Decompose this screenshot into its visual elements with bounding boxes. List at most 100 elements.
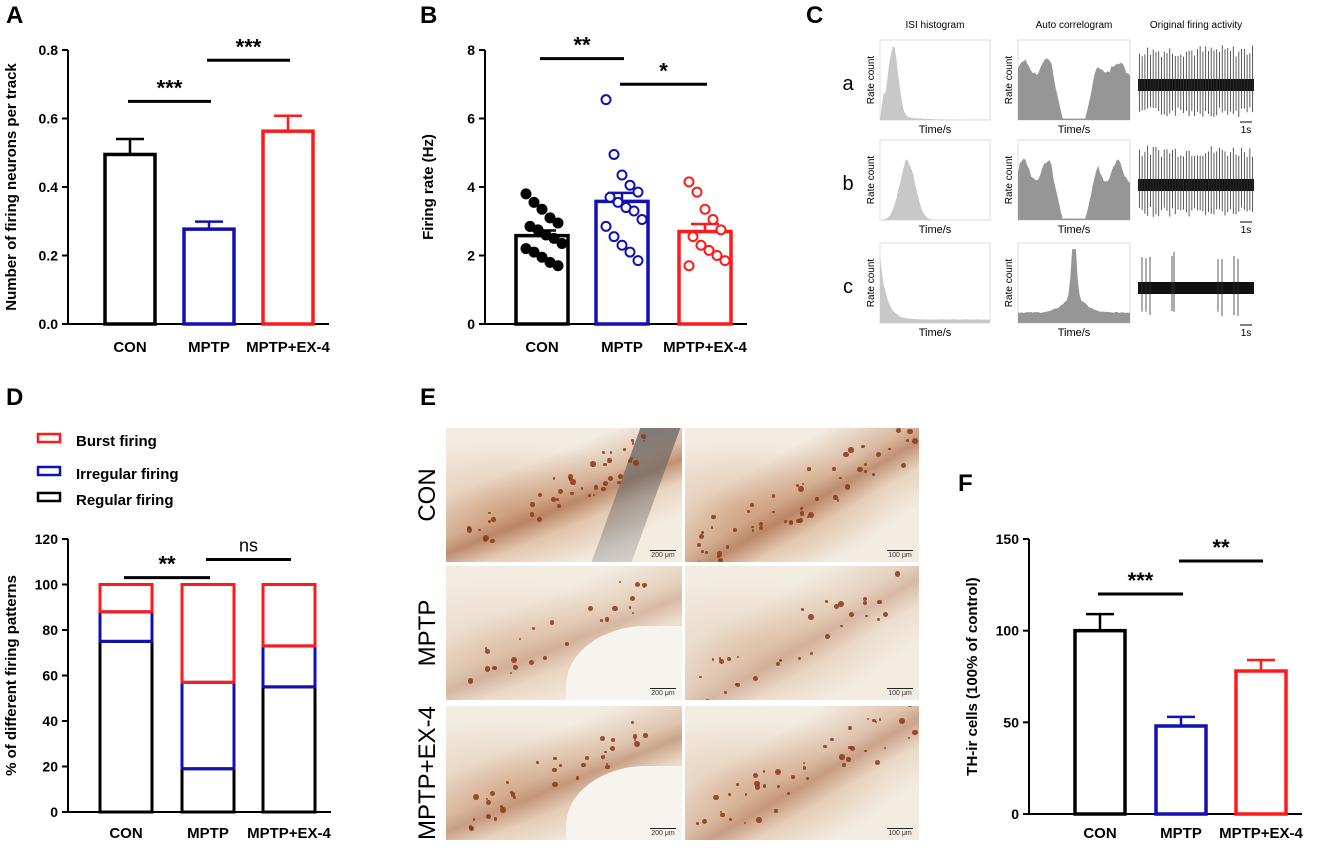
panel-e-scale-label: 200 μm bbox=[651, 552, 675, 559]
panel-e-cell bbox=[822, 744, 827, 749]
panel-F-ytick-label: 100 bbox=[996, 623, 1020, 639]
panel-e-cell bbox=[493, 816, 498, 821]
panel-D-legend-label: Irregular firing bbox=[76, 466, 179, 483]
panel-e-cell bbox=[466, 526, 473, 533]
panel-B-data-point bbox=[632, 255, 644, 267]
panel-e-cell bbox=[629, 606, 632, 609]
panel-e-cell bbox=[472, 794, 479, 800]
panel-e-cell bbox=[772, 494, 776, 498]
panel-D-legend-swatch bbox=[36, 432, 62, 444]
panel-label-b: B bbox=[420, 2, 438, 29]
panel-e-cell bbox=[580, 486, 584, 490]
panel-e-cell bbox=[799, 506, 803, 511]
panel-e-cell bbox=[736, 683, 741, 688]
panel-D-sig-label: ** bbox=[158, 552, 176, 577]
panel-D-category-label: MPTP+EX-4 bbox=[247, 825, 331, 842]
panel-D-stack-segment bbox=[98, 583, 154, 614]
panel-e-cell bbox=[609, 451, 613, 454]
panel-e-cell bbox=[884, 746, 887, 750]
panel-F-category-label: CON bbox=[1083, 825, 1116, 842]
panel-e-cell bbox=[642, 586, 645, 589]
panel-F-ytick-label: 50 bbox=[1003, 714, 1019, 730]
panel-label-c: C bbox=[806, 2, 824, 29]
panel-e-cell bbox=[556, 498, 559, 501]
panel-D-stack-segment bbox=[98, 639, 154, 814]
panel-e-cell bbox=[878, 718, 882, 721]
panel-B-data-point bbox=[683, 260, 695, 272]
panel-e-cell bbox=[754, 780, 761, 787]
panel-e-cell bbox=[711, 515, 716, 520]
panel-e-cell bbox=[701, 819, 707, 825]
panel-e-cell bbox=[529, 659, 534, 665]
panel-D-legend-label: Burst firing bbox=[76, 433, 157, 450]
panel-F-sig-label: ** bbox=[1212, 535, 1230, 560]
panel-B-data-point bbox=[703, 244, 715, 256]
panel-e-cell bbox=[559, 764, 563, 767]
panel-e-cell bbox=[850, 745, 856, 751]
panel-e-cell bbox=[848, 745, 852, 749]
panel-e-cell bbox=[807, 511, 814, 518]
panel-e-cell bbox=[699, 533, 705, 540]
panel-e-cell bbox=[509, 671, 513, 675]
panel-e-cell bbox=[484, 647, 488, 650]
panel-e-cell bbox=[550, 496, 556, 502]
panel-e-cell bbox=[698, 560, 701, 562]
panel-e-cell bbox=[720, 810, 723, 813]
panel-e-cell bbox=[863, 463, 867, 467]
panel-e-micrograph: 100 μm bbox=[685, 566, 919, 700]
panel-e-cell bbox=[896, 428, 902, 433]
panel-e-cell bbox=[751, 529, 755, 532]
panel-e-micrograph: 200 μm bbox=[446, 706, 682, 840]
panel-e-condition-label: MPTP bbox=[414, 599, 441, 667]
panel-B-data-point bbox=[604, 191, 616, 203]
panel-F-bar bbox=[1234, 669, 1288, 816]
panel-e-cell bbox=[630, 721, 634, 725]
panel-c-xlabel: Time/s bbox=[919, 224, 952, 236]
panel-D-stack-segment bbox=[180, 583, 236, 684]
panel-B-data-point bbox=[624, 179, 636, 191]
panel-e-cell bbox=[846, 756, 851, 762]
panel-e-cell bbox=[824, 599, 828, 603]
panel-e-cell bbox=[798, 656, 802, 661]
panel-e-cell bbox=[600, 754, 605, 760]
panel-e-cell bbox=[628, 459, 633, 464]
panel-e-cell bbox=[705, 551, 709, 555]
panel-e-cell bbox=[601, 486, 607, 492]
panel-c-scale-label: 1s bbox=[1241, 225, 1252, 236]
panel-e-cell bbox=[530, 502, 535, 507]
panel-c-row-label: a bbox=[842, 73, 854, 95]
panel-e-cell bbox=[888, 447, 891, 451]
panel-e-cell bbox=[603, 463, 607, 467]
panel-e-cell bbox=[537, 517, 543, 523]
panel-B-ytick-label: 8 bbox=[467, 42, 475, 58]
panel-B-data-point bbox=[699, 203, 711, 215]
panel-A-bar bbox=[103, 152, 157, 326]
panel-D-stack-segment bbox=[261, 583, 317, 648]
panel-e-cell bbox=[862, 597, 868, 602]
panel-e-cell bbox=[876, 451, 882, 457]
panel-e-cell bbox=[468, 678, 474, 684]
panel-e-cell bbox=[728, 817, 733, 822]
panel-c-row-label: b bbox=[842, 173, 853, 195]
panel-B-data-point bbox=[683, 176, 695, 188]
panel-e-cell bbox=[605, 762, 609, 766]
panel-c-column-header: Original firing activity bbox=[1150, 20, 1242, 31]
panel-D-ylabel: % of different firing patterns bbox=[3, 575, 20, 776]
panel-c-isi-histogram bbox=[880, 159, 990, 220]
panel-e-cell bbox=[718, 659, 724, 665]
panel-e-micrograph: 100 μm bbox=[685, 428, 919, 562]
panel-e-micrograph: 200 μm bbox=[446, 566, 682, 700]
panel-e-cell bbox=[857, 466, 863, 473]
panel-F-category-label: MPTP bbox=[1160, 825, 1202, 842]
panel-B-data-point bbox=[544, 212, 556, 224]
panel-D-ytick-label: 80 bbox=[42, 622, 58, 638]
panel-A-ytick-label: 0.8 bbox=[39, 42, 59, 58]
panel-B-data-point bbox=[632, 186, 644, 198]
panel-e-cell bbox=[553, 756, 558, 761]
panel-c-scale-label: 1s bbox=[1241, 125, 1252, 136]
panel-B-data-point bbox=[616, 239, 628, 251]
panel-c-row-label: c bbox=[843, 276, 853, 298]
panel-B-data-point bbox=[556, 238, 568, 250]
panel-e-cell bbox=[629, 595, 635, 602]
